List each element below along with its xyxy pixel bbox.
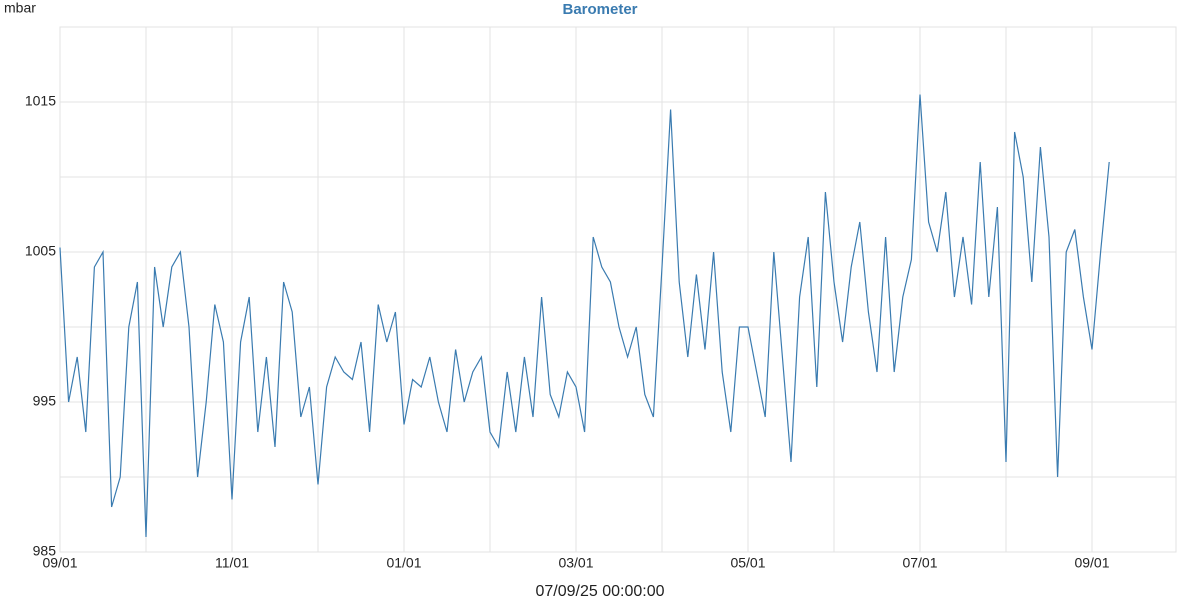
x-tick-label: 11/01 [215, 555, 249, 571]
chart-title: Barometer [562, 1, 637, 18]
x-tick-label: 03/01 [558, 555, 593, 571]
x-axis-label: 07/09/25 00:00:00 [535, 583, 664, 600]
x-tick-label: 05/01 [730, 555, 765, 571]
y-tick-label: 1005 [25, 243, 56, 259]
x-tick-label: 07/01 [902, 555, 937, 571]
y-tick-label: 995 [33, 393, 57, 409]
y-tick-label: 1015 [25, 93, 56, 109]
x-tick-label: 01/01 [386, 555, 421, 571]
line-series [59, 94, 1110, 538]
y-axis-label: mbar [4, 0, 36, 16]
grid [59, 26, 1176, 553]
y-tick-label: 985 [33, 543, 57, 559]
plot-frame [59, 26, 1177, 553]
x-tick-label: 09/01 [1074, 555, 1109, 571]
x-tick-label: 09/01 [42, 555, 77, 571]
